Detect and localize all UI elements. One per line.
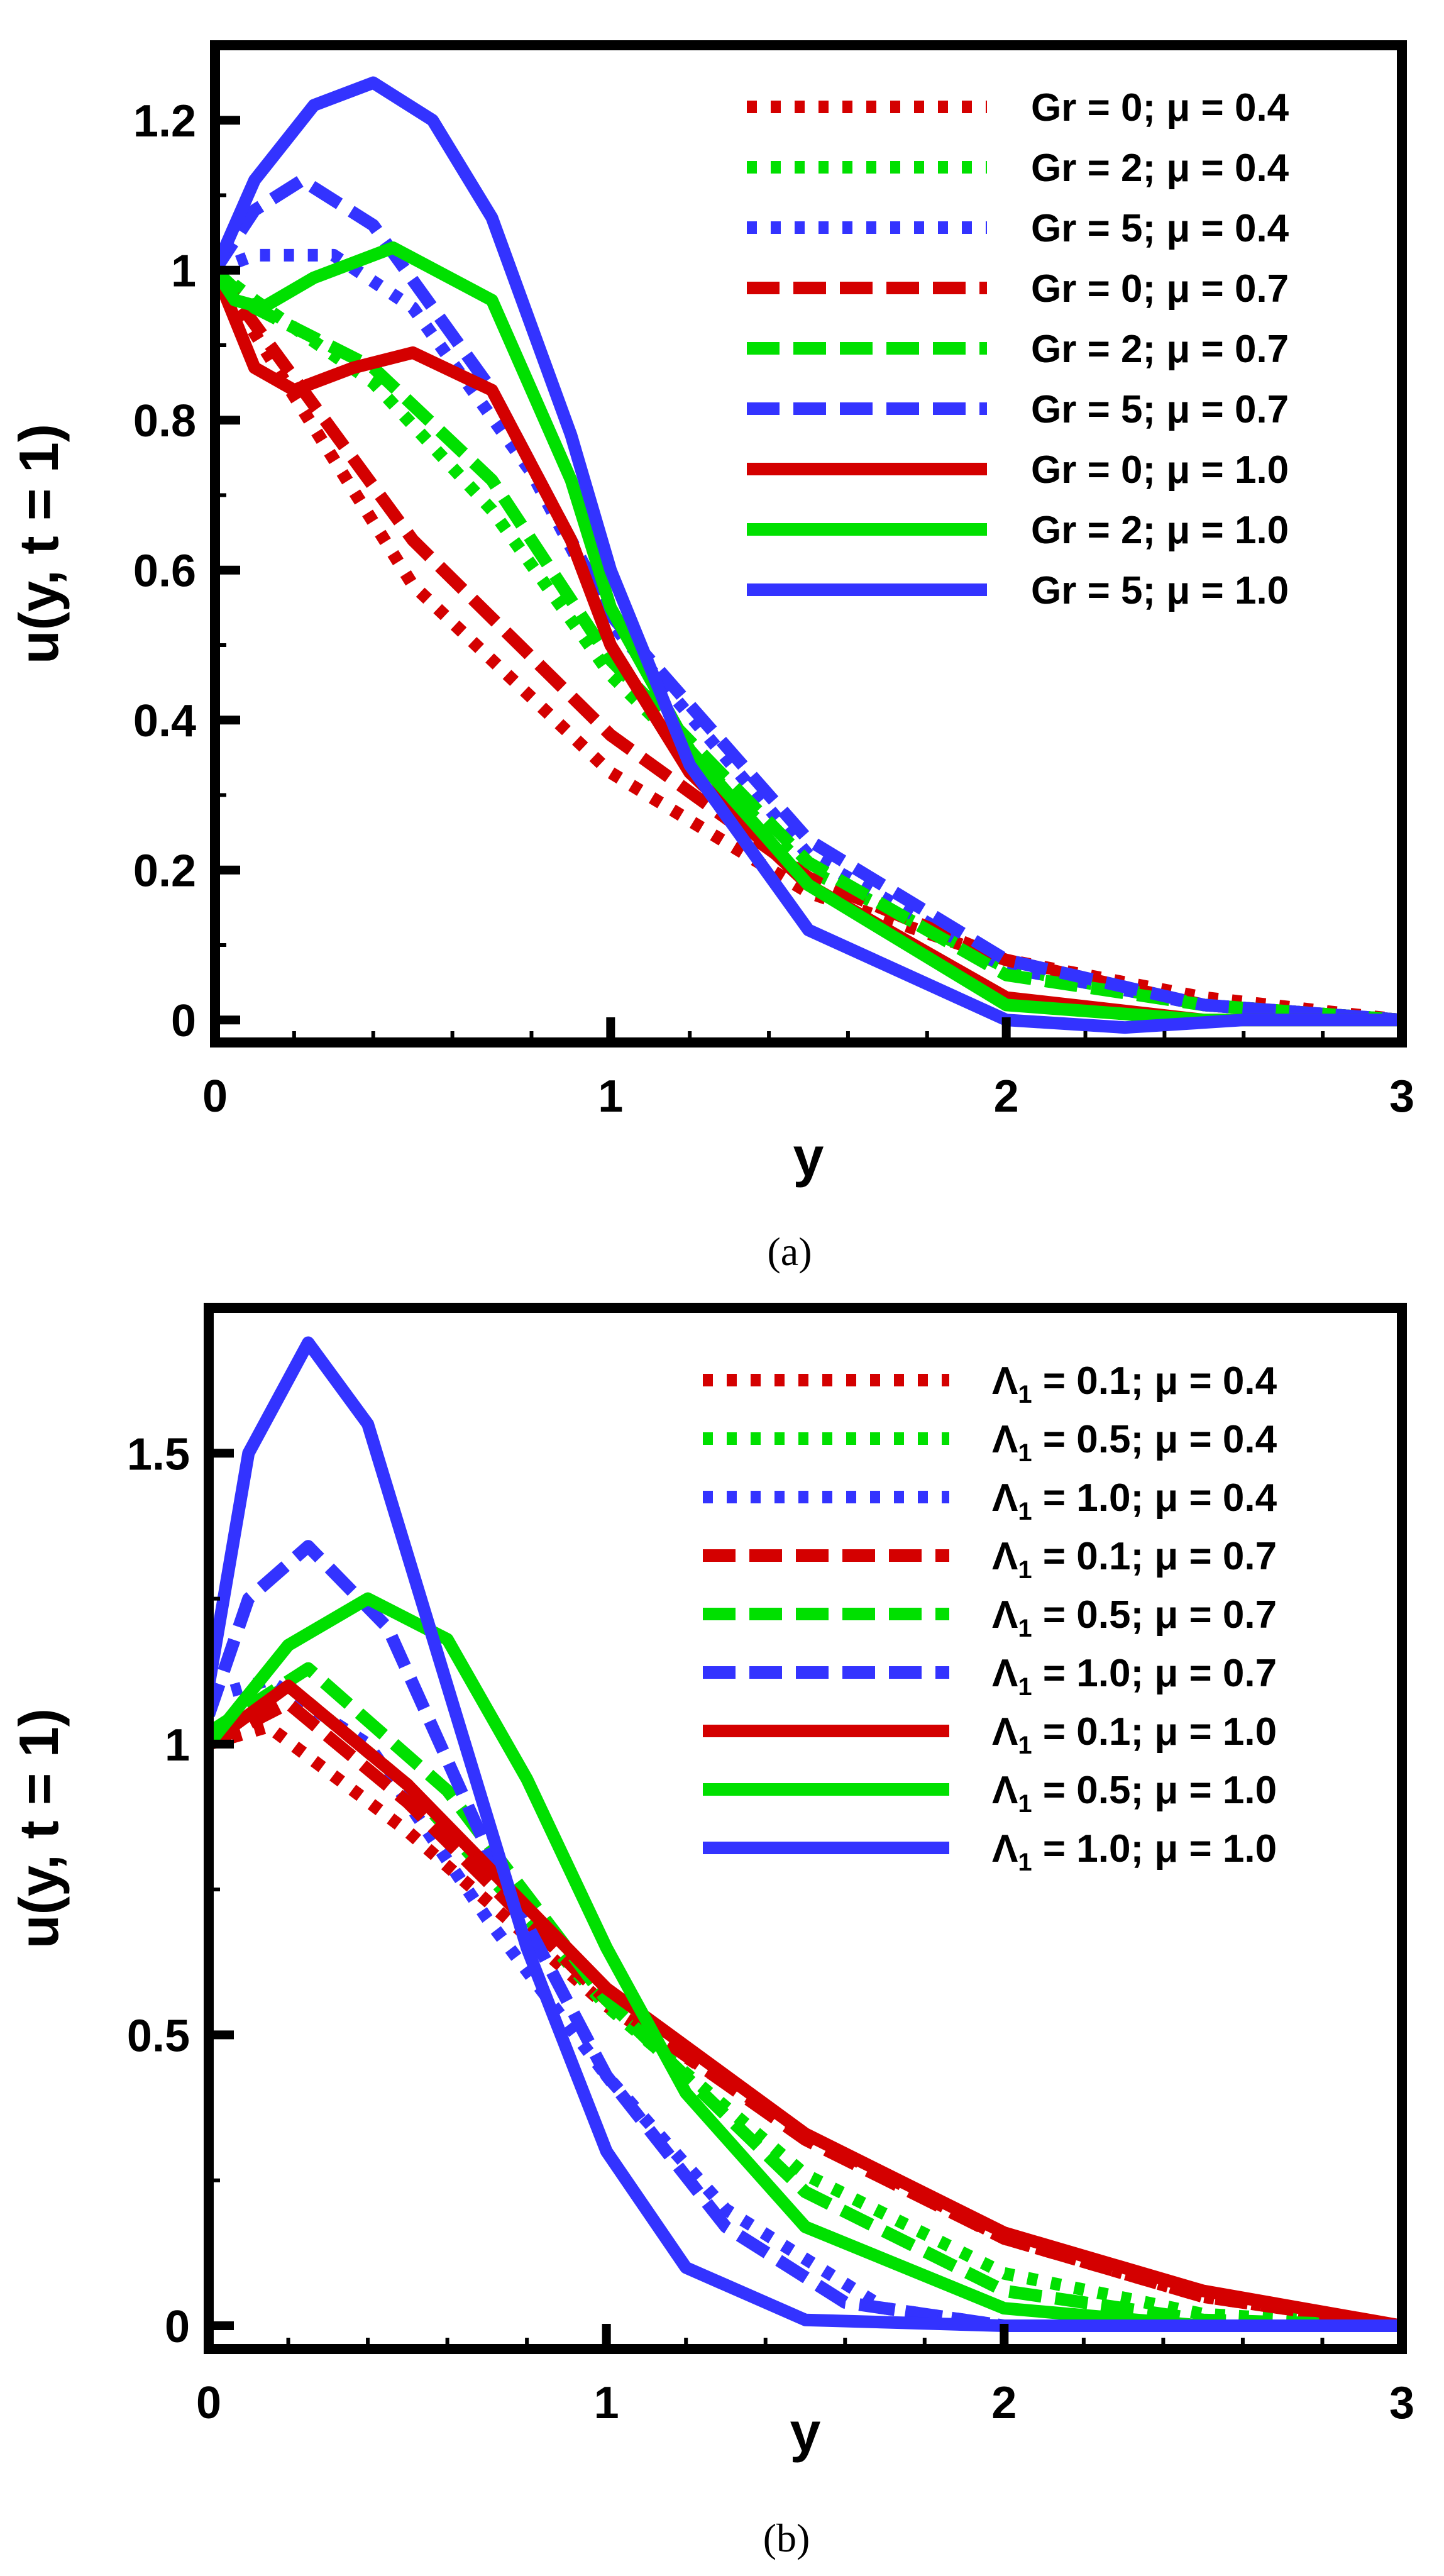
legend-entry: Λ1 = 0.1; μ = 0.4 (992, 1359, 1277, 1408)
series-line-9 (215, 76, 1402, 1034)
series-group (215, 76, 1402, 1034)
x-axis-label: y (793, 1125, 824, 1188)
panel-caption: (b) (763, 2516, 810, 2560)
chart-panel-b: 0 1 2 3 0 0.5 1 1.5 y u(y, t = 1) Λ1 = 0.1; μ = 0.… (8, 1303, 1414, 2560)
y-tick-label: 0.6 (133, 546, 196, 597)
x-tick-label: 2 (994, 1071, 1019, 1122)
legend-entry: Gr = 2; μ = 0.4 (1031, 146, 1289, 190)
y-axis-label: u(y, t = 1) (8, 424, 70, 664)
plot-frame (204, 1303, 1407, 2354)
x-tick-label: 2 (991, 2378, 1017, 2428)
x-tick-label: 0 (202, 1071, 228, 1122)
y-tick-label: 0.8 (133, 396, 196, 446)
series-line-8 (215, 241, 1402, 1027)
series-line-9 (209, 1336, 1402, 2332)
legend: Λ1 = 0.1; μ = 0.4 Λ1 = 0.5; μ = 0.4 Λ1 = 1… (703, 1359, 1277, 1876)
series-line-5 (215, 265, 1402, 1027)
series-line-5 (209, 1662, 1402, 2332)
series-group (209, 1336, 1402, 2332)
y-tick-label: 0.2 (133, 846, 196, 897)
y-tick-label: 1 (171, 246, 196, 297)
y-tick-label: 0 (165, 2302, 190, 2352)
legend-entry: Gr = 2; μ = 1.0 (1031, 509, 1289, 552)
legend-entry: Λ1 = 1.0; μ = 0.4 (992, 1476, 1277, 1525)
series-line-8 (209, 1592, 1402, 2332)
chart-panel-a: 0 1 2 3 0 0.2 0.4 0.6 0.8 1 1.2 y u(y, t = 1) Gr = 0;… (8, 40, 1414, 1274)
legend-entry: Λ1 = 0.5; μ = 1.0 (992, 1769, 1277, 1818)
x-tick-label: 1 (594, 2378, 619, 2428)
y-tick-label: 1.2 (133, 96, 196, 146)
legend-entry: Λ1 = 0.1; μ = 1.0 (992, 1710, 1277, 1759)
legend-entry: Gr = 0; μ = 0.7 (1031, 267, 1289, 311)
series-line-7 (215, 267, 1402, 1027)
y-tick-label: 1.5 (127, 1429, 190, 1479)
legend-entry: Gr = 2; μ = 0.7 (1031, 328, 1289, 371)
legend-entry: Gr = 5; μ = 0.4 (1031, 207, 1289, 250)
x-axis-label: y (790, 2401, 821, 2463)
plot-frame (210, 40, 1407, 1048)
y-tick-label: 0.5 (127, 2011, 190, 2061)
y-axis-label: u(y, t = 1) (8, 1708, 70, 1949)
y-tick-label: 0.4 (133, 696, 196, 746)
legend-entry: Λ1 = 1.0; μ = 0.7 (992, 1652, 1277, 1701)
legend-entry: Gr = 5; μ = 0.7 (1031, 388, 1289, 431)
legend-entry: Λ1 = 0.5; μ = 0.7 (992, 1593, 1277, 1642)
x-tick-label: 1 (598, 1071, 623, 1122)
series-line-4 (209, 1697, 1402, 2332)
series-line-7 (209, 1679, 1402, 2332)
y-tick-label: 0 (171, 996, 196, 1046)
x-tick-label: 0 (196, 2378, 221, 2428)
y-tick-label: 1 (165, 1720, 190, 1771)
x-tick-label: 3 (1389, 2378, 1414, 2428)
series-line-6 (209, 1540, 1402, 2332)
legend-entry: Λ1 = 0.5; μ = 0.4 (992, 1418, 1277, 1467)
x-tick-label: 3 (1389, 1071, 1414, 1122)
legend-entry: Gr = 0; μ = 1.0 (1031, 448, 1289, 492)
legend-entry: Λ1 = 1.0; μ = 1.0 (992, 1827, 1277, 1876)
panel-caption: (a) (767, 1229, 812, 1274)
legend-entry: Gr = 0; μ = 0.4 (1031, 86, 1289, 130)
legend: Gr = 0; μ = 0.4 Gr = 2; μ = 0.4 Gr = 5; μ … (747, 86, 1289, 612)
legend-entry: Gr = 5; μ = 1.0 (1031, 569, 1289, 612)
legend-entry: Λ1 = 0.1; μ = 0.7 (992, 1535, 1277, 1584)
series-line-1 (209, 1720, 1402, 2332)
